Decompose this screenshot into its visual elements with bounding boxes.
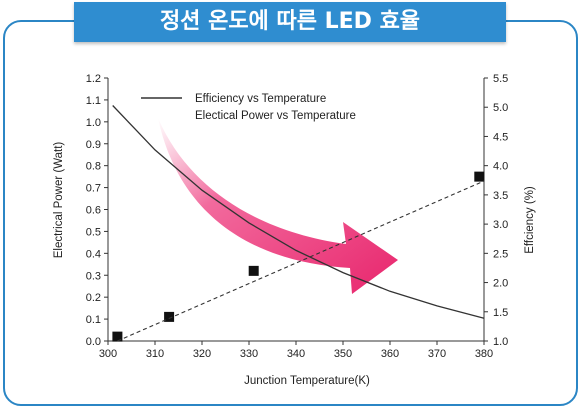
legend-label-power: Electical Power vs Temperature (195, 110, 356, 122)
power-point (112, 331, 123, 342)
series (112, 105, 485, 342)
power-point (164, 311, 175, 322)
x-tick-label: 300 (99, 348, 117, 360)
y-left-tick-label: 0.7 (86, 183, 101, 195)
chart-card (3, 20, 578, 406)
y-right-tick-label: 5.5 (493, 73, 508, 85)
y-left-tick-label: 1.2 (86, 73, 101, 85)
legend-label-efficiency: Efficiency vs Temperature (195, 93, 326, 105)
y-right-tick-label: 3.5 (493, 190, 508, 202)
y-right-tick-label: 3.0 (493, 219, 508, 231)
x-tick-label: 370 (428, 348, 446, 360)
y-left-tick-label: 1.0 (86, 117, 101, 129)
y-right-tick-label: 4.5 (493, 131, 508, 143)
power-point (474, 171, 485, 182)
y-left-axis-label: Electrical Power (Watt) (53, 142, 65, 259)
x-tick-label: 380 (475, 348, 493, 360)
y-right-tick-label: 5.0 (493, 102, 508, 114)
y-right-axis-ticks: 1.0 1.5 2.0 2.5 3.0 3.5 4.0 4.5 5.0 5.5 (484, 73, 508, 348)
efficiency-curve (112, 105, 485, 319)
trend-arrow-shape (158, 118, 398, 294)
x-tick-label: 340 (287, 348, 305, 360)
y-left-tick-label: 1.1 (86, 95, 101, 107)
x-tick-label: 330 (240, 348, 258, 360)
y-left-tick-label: 0.5 (86, 226, 101, 238)
y-right-tick-label: 4.0 (493, 161, 508, 173)
y-left-tick-label: 0.2 (86, 292, 101, 304)
y-left-tick-label: 0.8 (86, 161, 101, 173)
x-tick-label: 360 (381, 348, 399, 360)
y-right-tick-label: 1.0 (493, 336, 508, 348)
y-left-tick-label: 0.3 (86, 270, 101, 282)
y-left-tick-label: 0.6 (86, 205, 101, 217)
y-right-tick-label: 1.5 (493, 307, 508, 319)
y-right-tick-label: 2.0 (493, 278, 508, 290)
x-tick-label: 310 (146, 348, 164, 360)
y-left-tick-label: 0.9 (86, 139, 101, 151)
y-left-tick-label: 0.0 (86, 336, 101, 348)
y-left-tick-label: 0.1 (86, 314, 101, 326)
x-tick-label: 320 (193, 348, 211, 360)
power-trend-line (117, 180, 485, 342)
x-axis-ticks: 300 310 320 330 340 350 360 370 380 (99, 341, 493, 360)
y-left-axis-ticks: 0.0 0.1 0.2 0.3 0.4 0.5 0.6 0.7 0.8 0.9 1.0 1.1 1.2 (86, 73, 108, 348)
y-right-tick-label: 2.5 (493, 248, 508, 260)
y-right-axis-label: Effciency (%) (524, 186, 536, 254)
legend: Efficiency vs Temperature Electical Power… (141, 93, 356, 122)
x-tick-label: 350 (334, 348, 352, 360)
x-axis-label: Junction Temperature(K) (244, 375, 370, 387)
y-left-tick-label: 0.4 (86, 248, 101, 260)
power-point (248, 265, 259, 276)
trend-arrow (158, 118, 398, 294)
banner-title: 정션 온도에 따른 LED 효율 (74, 2, 506, 42)
